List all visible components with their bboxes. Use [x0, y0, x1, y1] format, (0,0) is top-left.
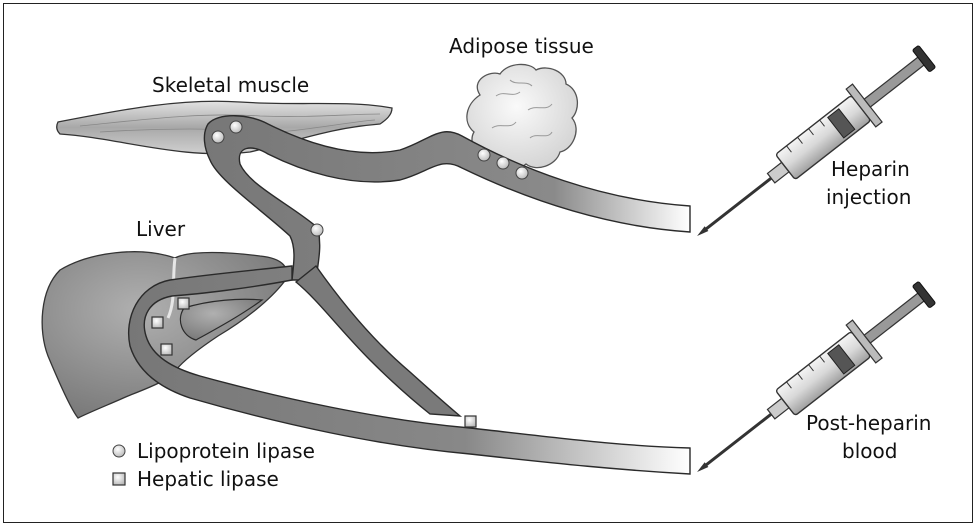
lipoprotein-lipase-markers [211, 120, 529, 237]
lpl-marker [515, 166, 529, 180]
lpl-marker [229, 120, 243, 134]
vessel-upper [203, 115, 691, 281]
lpl-marker [477, 148, 491, 162]
lpl-marker [211, 130, 225, 144]
heparin-label-line1: Heparin [831, 157, 910, 181]
hl-marker [160, 343, 173, 356]
syringe-icon [697, 281, 936, 473]
lpl-marker [310, 223, 324, 237]
legend: Lipoprotein lipase Hepatic lipase [112, 439, 315, 491]
post-heparin-label-line1: Post-heparin [806, 411, 931, 435]
hl-marker [464, 415, 477, 428]
heparin-label-line2: injection [826, 185, 911, 209]
legend-hl-label: Hepatic lipase [137, 467, 279, 491]
vessel-lower [128, 264, 691, 475]
muscle-label: Skeletal muscle [152, 73, 309, 97]
lpl-marker [496, 156, 510, 170]
hl-marker [177, 297, 190, 310]
liver [41, 251, 288, 419]
square-marker-icon [112, 472, 126, 486]
liver-label: Liver [136, 217, 186, 241]
circle-marker-icon [112, 444, 126, 458]
syringe-icon [697, 45, 936, 237]
hl-marker [151, 316, 164, 329]
adipose-label: Adipose tissue [449, 34, 594, 58]
hepatic-lipase-markers [151, 297, 477, 428]
post-heparin-label-line2: blood [842, 439, 897, 463]
legend-lpl-label: Lipoprotein lipase [137, 439, 315, 463]
